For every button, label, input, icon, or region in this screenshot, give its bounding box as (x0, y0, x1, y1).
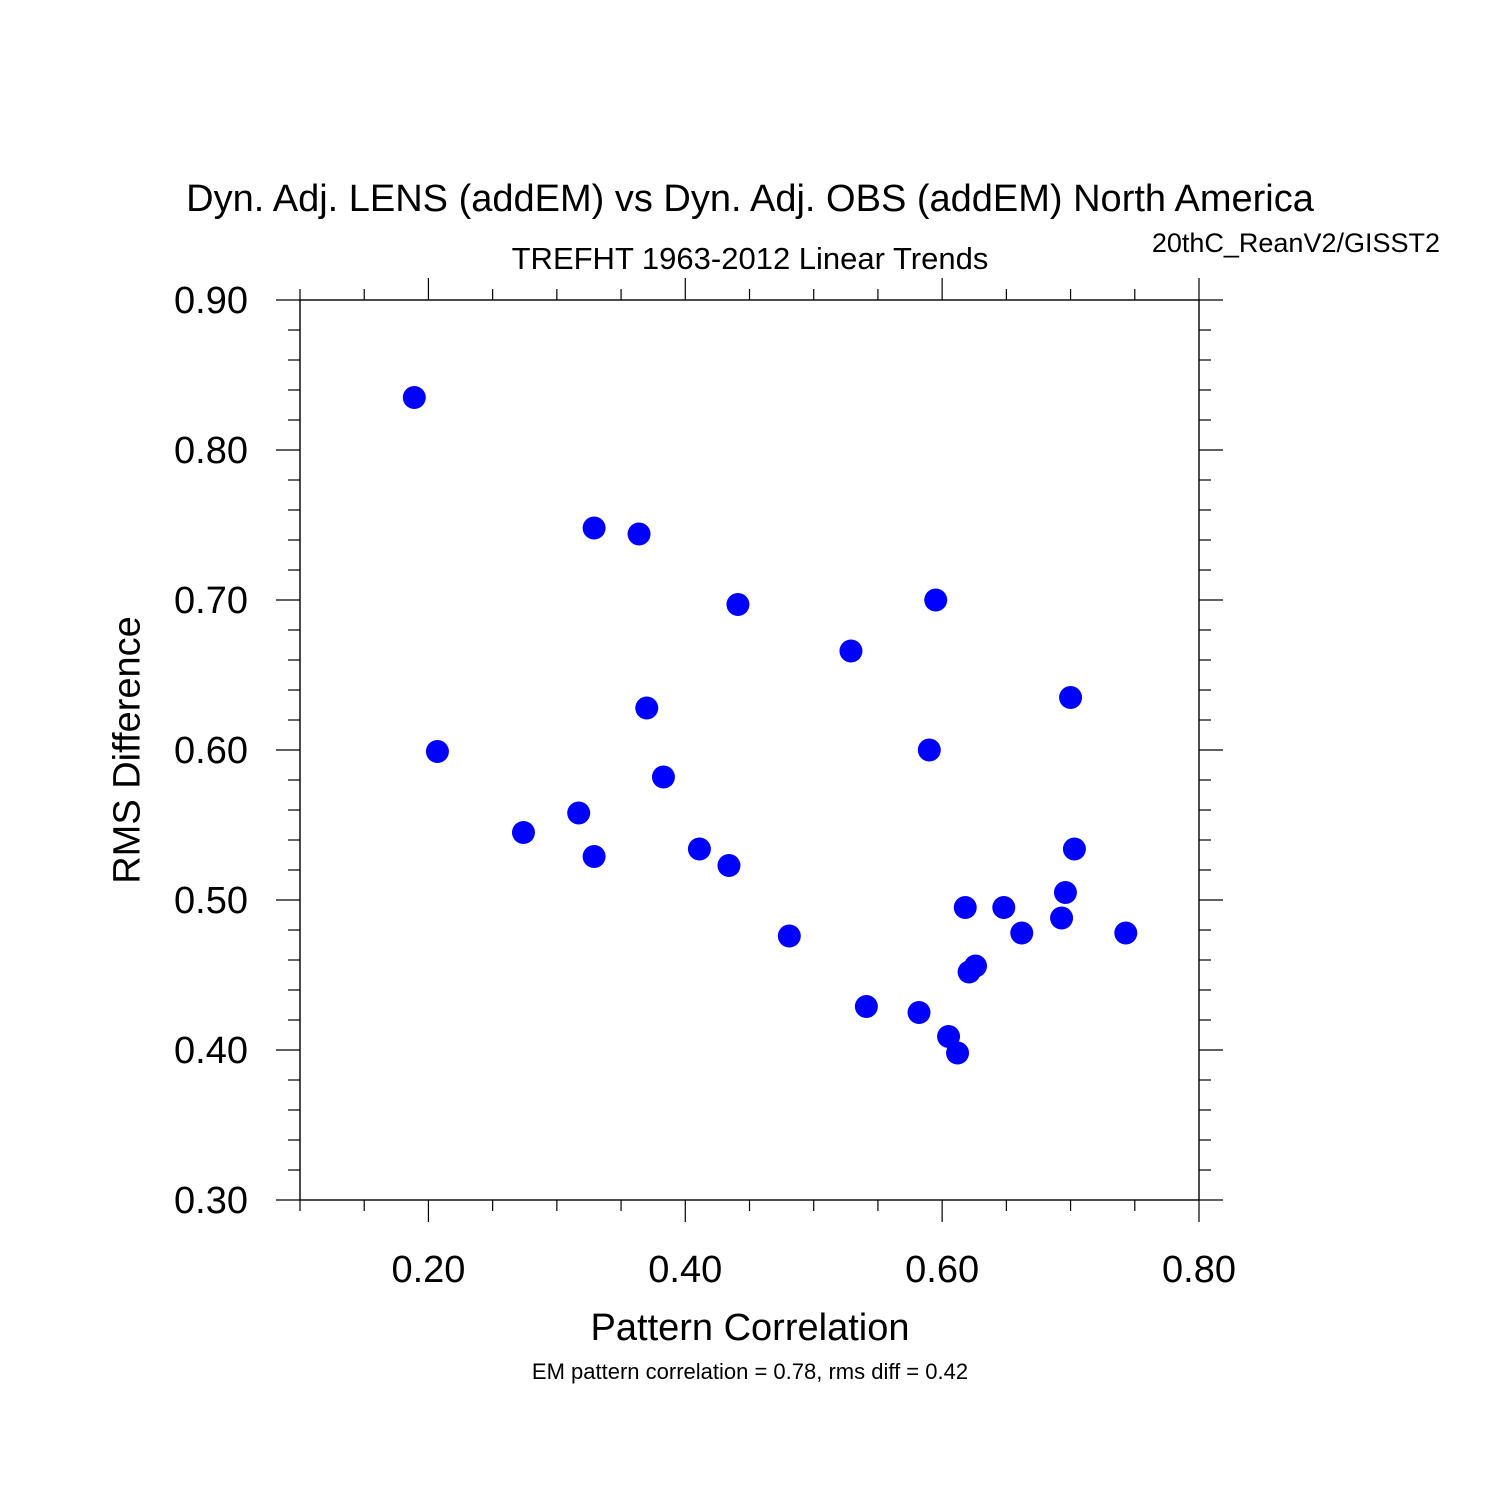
data-point (651, 765, 675, 789)
data-point (924, 588, 948, 612)
x-tick-label: 0.60 (905, 1249, 979, 1291)
data-point (402, 386, 426, 409)
data-point (1053, 881, 1077, 904)
y-tick-label: 0.40 (174, 1030, 248, 1072)
chart-subtitle: TREFHT 1963-2012 Linear Trends (511, 241, 989, 276)
data-point (726, 593, 750, 616)
x-axis-label: Pattern Correlation (590, 1307, 910, 1349)
y-tick-label: 0.70 (174, 580, 248, 622)
data-point (957, 960, 981, 984)
data-point (907, 1001, 931, 1024)
data-point (854, 995, 878, 1018)
data-point (1010, 921, 1034, 945)
data-point (953, 896, 977, 919)
y-tick-label: 0.90 (174, 280, 248, 322)
data-point (917, 738, 941, 762)
data-point (1114, 921, 1138, 945)
x-tick-label: 0.80 (1162, 1249, 1236, 1291)
data-point (839, 639, 863, 663)
data-point (717, 854, 741, 877)
data-point (635, 696, 659, 720)
y-tick-label: 0.30 (174, 1180, 248, 1222)
data-point (687, 837, 711, 861)
y-tick-label: 0.60 (174, 730, 248, 772)
data-point (1059, 686, 1083, 709)
data-point (1050, 906, 1074, 930)
data-point (511, 821, 535, 844)
x-tick-label: 0.20 (391, 1249, 465, 1291)
y-tick-label: 0.80 (174, 430, 248, 472)
data-point (627, 522, 651, 546)
data-point (425, 740, 449, 763)
data-point (992, 896, 1016, 919)
x-tick-label: 0.40 (648, 1249, 722, 1291)
y-tick-label: 0.50 (174, 880, 248, 922)
data-point (582, 845, 606, 868)
data-point (567, 801, 591, 825)
chart-title: Dyn. Adj. LENS (addEM) vs Dyn. Adj. OBS … (186, 178, 1314, 220)
dataset-label: 20thC_ReanV2/GISST2 (1151, 228, 1440, 258)
data-point (1062, 837, 1086, 861)
data-point (946, 1041, 970, 1065)
chart-note: EM pattern correlation = 0.78, rms diff … (531, 1359, 969, 1384)
data-point (582, 516, 606, 540)
data-point (777, 924, 801, 948)
